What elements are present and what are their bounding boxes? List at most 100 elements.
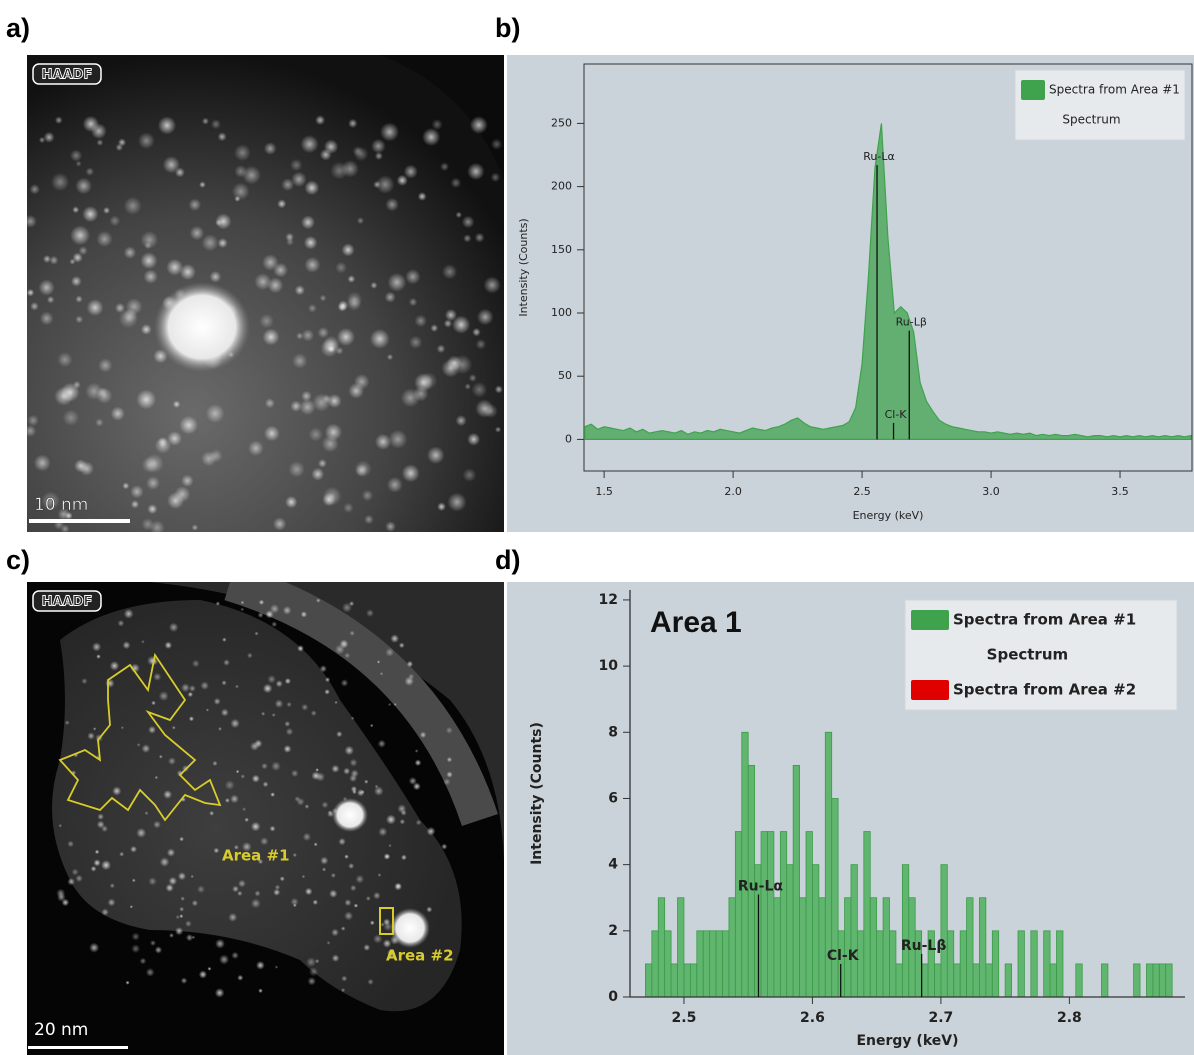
particle — [388, 702, 392, 707]
particle — [241, 841, 252, 852]
particle — [269, 825, 276, 832]
particle — [450, 177, 462, 189]
particle — [209, 270, 222, 283]
particle — [436, 344, 446, 354]
particle — [324, 423, 343, 441]
bar — [715, 930, 723, 998]
particle — [139, 957, 147, 965]
particle — [158, 754, 163, 759]
particle — [107, 898, 116, 907]
particle — [267, 675, 276, 684]
peak-label: Ru-Lα — [863, 150, 894, 163]
particle — [414, 759, 422, 767]
particle — [43, 131, 55, 143]
particle — [364, 779, 369, 784]
bar — [869, 897, 878, 998]
particle — [33, 454, 51, 472]
particle — [30, 301, 39, 311]
y-axis-label: Intensity (Counts) — [529, 722, 545, 865]
particle — [349, 758, 358, 767]
particle — [398, 642, 405, 649]
particle — [179, 906, 185, 912]
particle — [224, 798, 230, 803]
particle — [140, 324, 152, 335]
particle — [234, 684, 239, 689]
bar — [895, 963, 903, 998]
particle — [90, 865, 97, 872]
particle — [165, 883, 174, 892]
legend-box — [904, 599, 1178, 711]
particle — [405, 269, 421, 285]
particle — [201, 234, 219, 252]
bar — [889, 930, 897, 998]
peak-label: Ru-Lβ — [901, 938, 947, 954]
particle — [271, 621, 278, 628]
bar — [1017, 930, 1025, 998]
particle — [315, 768, 319, 772]
particle — [148, 725, 157, 734]
particle — [348, 118, 358, 129]
particle — [117, 619, 125, 627]
particle — [320, 856, 329, 865]
particle — [50, 172, 70, 192]
y-tick-label: 12 — [599, 592, 618, 608]
particle — [54, 116, 63, 125]
particle — [262, 328, 280, 346]
particle — [27, 425, 37, 437]
particle — [354, 460, 372, 478]
particle — [371, 138, 386, 154]
particle — [143, 269, 158, 284]
particle — [462, 468, 477, 482]
particle — [291, 769, 299, 778]
particle — [166, 258, 184, 276]
badge-box — [32, 590, 102, 612]
particle — [130, 663, 140, 673]
particle — [233, 844, 239, 850]
particle — [281, 178, 295, 192]
particle — [284, 720, 291, 727]
plot-frame — [583, 63, 1193, 472]
bar — [863, 831, 871, 998]
particle — [123, 196, 142, 215]
particle — [130, 845, 137, 853]
particle — [39, 311, 54, 326]
particle — [286, 701, 292, 708]
particle — [97, 813, 104, 820]
particle — [72, 206, 80, 214]
particle — [201, 117, 210, 125]
particle — [122, 482, 130, 490]
particle — [353, 903, 359, 908]
x-tick-label: 2.8 — [1057, 1010, 1082, 1026]
particle — [244, 817, 249, 823]
particle — [259, 313, 274, 329]
bar — [760, 831, 768, 998]
particle — [375, 175, 395, 194]
particle — [336, 731, 343, 738]
particle — [349, 630, 355, 636]
particle — [322, 335, 340, 353]
y-tick-label: 4 — [608, 857, 618, 873]
particle — [290, 897, 299, 906]
particle — [494, 426, 502, 433]
chart-title: Area 1 — [650, 606, 742, 639]
particle — [144, 241, 152, 250]
particle — [373, 786, 384, 796]
particle — [344, 745, 354, 756]
particle — [338, 837, 346, 846]
particle — [146, 476, 160, 490]
particle — [385, 814, 396, 825]
particle — [179, 263, 196, 281]
particle — [180, 683, 190, 693]
particle — [313, 842, 318, 847]
particle — [455, 415, 467, 427]
particle — [364, 514, 374, 525]
particle — [130, 500, 140, 509]
particle — [264, 398, 275, 409]
particle — [224, 780, 235, 790]
particle — [401, 464, 420, 483]
particle — [250, 821, 261, 832]
particle — [261, 711, 266, 716]
particle — [376, 660, 381, 664]
particle — [222, 637, 227, 642]
